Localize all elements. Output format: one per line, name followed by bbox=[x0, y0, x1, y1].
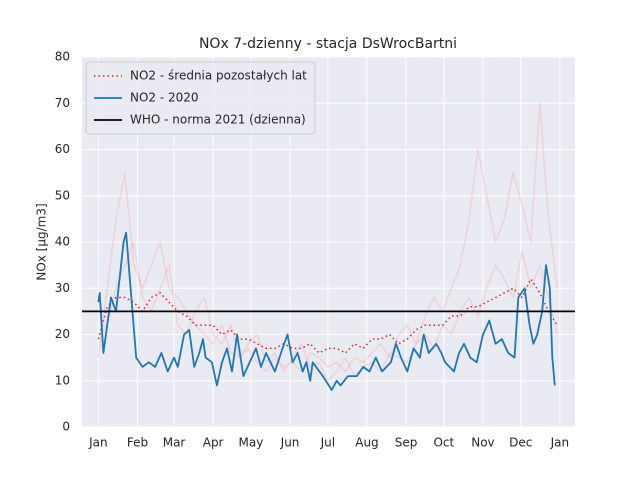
y-tick-label: 70 bbox=[55, 96, 70, 110]
legend-label: NO2 - 2020 bbox=[130, 91, 199, 105]
x-tick-label: Aug bbox=[355, 436, 378, 450]
series-line bbox=[97, 231, 556, 391]
x-tick-label: Jan bbox=[550, 436, 570, 450]
x-tick-label: Mar bbox=[163, 436, 186, 450]
series-line bbox=[97, 102, 559, 373]
x-tick-label: Oct bbox=[433, 436, 454, 450]
x-tick-label: Jun bbox=[280, 436, 300, 450]
x-tick-label: Sep bbox=[395, 436, 418, 450]
x-tick-label: Apr bbox=[203, 436, 224, 450]
y-tick-label: 0 bbox=[62, 420, 70, 434]
x-tick-label: Nov bbox=[471, 436, 494, 450]
y-tick-label: 50 bbox=[55, 188, 70, 202]
x-tick-label: Feb bbox=[127, 436, 148, 450]
series-line bbox=[97, 241, 559, 382]
legend-label: NO2 - średnia pozostałych lat bbox=[130, 69, 307, 83]
y-tick-label: 30 bbox=[55, 281, 70, 295]
y-tick-label: 60 bbox=[55, 142, 70, 156]
chart-title: NOx 7-dzienny - stacja DsWrocBartni bbox=[199, 36, 457, 52]
x-tick-label: Jan bbox=[88, 436, 108, 450]
y-tick-label: 20 bbox=[55, 327, 70, 341]
legend-box bbox=[85, 61, 316, 135]
y-tick-label: 40 bbox=[55, 235, 70, 249]
x-tick-label: Dec bbox=[509, 436, 532, 450]
x-tick-label: Jul bbox=[320, 436, 335, 450]
y-tick-label: 80 bbox=[55, 50, 70, 64]
y-axis-label: NOx [µg/m3] bbox=[35, 203, 49, 280]
legend-label: WHO - norma 2021 (dzienna) bbox=[130, 113, 306, 127]
y-tick-label: 10 bbox=[55, 373, 70, 387]
x-tick-label: May bbox=[239, 436, 264, 450]
